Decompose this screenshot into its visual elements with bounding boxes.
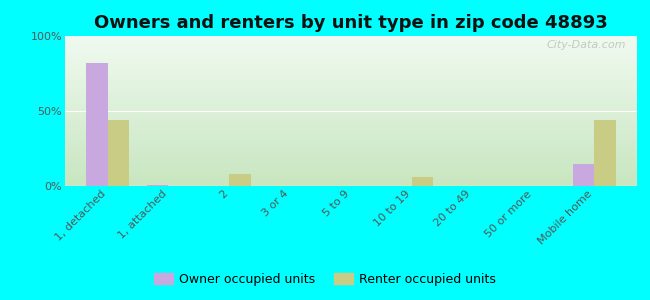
Bar bbox=[594, 120, 616, 186]
Legend: Owner occupied units, Renter occupied units: Owner occupied units, Renter occupied un… bbox=[149, 268, 501, 291]
Bar bbox=[86, 63, 108, 186]
Bar bbox=[573, 164, 594, 186]
Bar bbox=[412, 177, 433, 186]
Text: City-Data.com: City-Data.com bbox=[546, 40, 625, 50]
Bar bbox=[147, 184, 168, 186]
Bar bbox=[108, 120, 129, 186]
Title: Owners and renters by unit type in zip code 48893: Owners and renters by unit type in zip c… bbox=[94, 14, 608, 32]
Bar bbox=[229, 174, 251, 186]
